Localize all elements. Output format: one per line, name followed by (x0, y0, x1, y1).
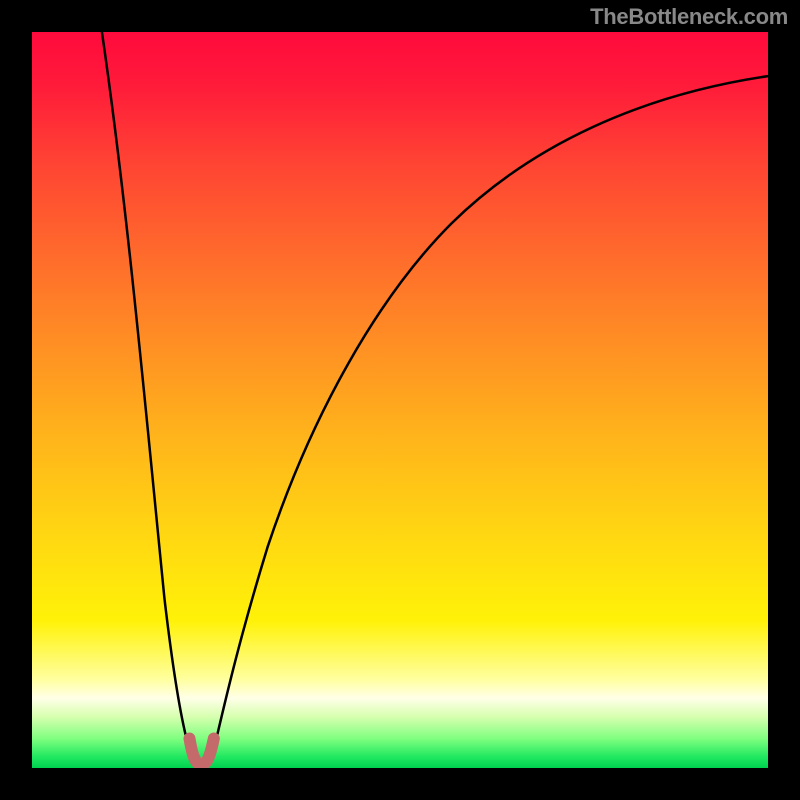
watermark-text: TheBottleneck.com (590, 4, 788, 30)
plot-border-right (768, 0, 800, 800)
cusp-marker (190, 739, 214, 765)
plot-border-bottom (0, 768, 800, 800)
plot-border-left (0, 0, 32, 800)
curve-layer (0, 0, 800, 800)
chart-frame: TheBottleneck.com (0, 0, 800, 800)
curve-right-branch (214, 76, 768, 749)
curve-left-branch (102, 32, 190, 750)
